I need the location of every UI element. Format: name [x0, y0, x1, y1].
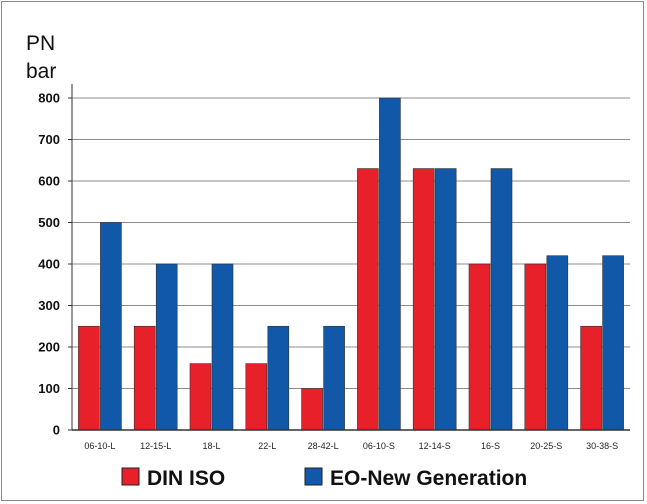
bar-din-iso-06-10-s [357, 168, 379, 431]
bar-din-iso-12-15-l [133, 325, 156, 431]
bar-din-iso-20-25-s [524, 263, 547, 431]
legend: DIN ISO EO-New Generation [121, 467, 527, 490]
x-tick-label-06-10-s: 06-10-S [363, 441, 395, 451]
y-tick-label-300: 300 [38, 298, 60, 313]
bar-din-iso-06-10-l [78, 325, 100, 431]
x-tick-label-12-15-l: 12-15-L [140, 441, 171, 451]
x-tick-label-06-10-l: 06-10-L [84, 441, 115, 451]
x-tick-label-12-14-s: 12-14-S [419, 441, 451, 451]
y-axis-label-line1: PN [26, 32, 55, 55]
y-tick-label-100: 100 [38, 381, 60, 396]
bars [78, 97, 624, 431]
y-tick-label-0: 0 [53, 423, 60, 438]
x-tick-label-28-42-l: 28-42-L [308, 441, 339, 451]
y-tick-label-200: 200 [38, 340, 60, 355]
y-tick-label-800: 800 [38, 91, 60, 106]
x-tick-label-18-l: 18-L [202, 441, 220, 451]
bar-din-iso-16-s [468, 263, 491, 431]
bar-eo-new-generation-22-l [267, 325, 290, 431]
x-tick-label-30-38-s: 30-38-S [586, 441, 618, 451]
bar-din-iso-28-42-l [301, 388, 323, 431]
bar-eo-new-generation-06-10-l [100, 222, 122, 431]
bar-eo-new-generation-28-42-l [323, 325, 345, 431]
bar-eo-new-generation-30-38-s [602, 255, 624, 431]
bar-eo-new-generation-18-l [211, 263, 234, 431]
legend-swatch-eo-new-generation [304, 467, 323, 486]
x-tick-label-22-l: 22-L [258, 441, 276, 451]
bar-eo-new-generation-16-s [490, 168, 513, 431]
bar-eo-new-generation-06-10-s [379, 97, 401, 431]
gridlines [72, 97, 630, 389]
y-tick-label-500: 500 [38, 215, 60, 230]
bar-eo-new-generation-12-15-l [155, 263, 178, 431]
bar-din-iso-22-l [245, 363, 268, 431]
y-tick-label-600: 600 [38, 174, 60, 189]
bar-din-iso-18-l [189, 363, 212, 431]
y-axis-label-line2: bar [26, 60, 56, 83]
x-tick-label-16-s: 16-S [481, 441, 500, 451]
bar-din-iso-30-38-s [580, 325, 602, 431]
legend-label-eo-new-generation: EO-New Generation [330, 467, 527, 490]
x-tick-label-20-25-s: 20-25-S [530, 441, 562, 451]
legend-swatch-din-iso [121, 467, 140, 486]
legend-label-din-iso: DIN ISO [147, 467, 225, 490]
bar-din-iso-12-14-s [412, 168, 435, 431]
y-axis-ticks: 0 100 200 300 400 500 600 700 800 [38, 91, 72, 438]
bar-eo-new-generation-20-25-s [546, 255, 569, 431]
y-tick-label-400: 400 [38, 257, 60, 272]
y-tick-label-700: 700 [38, 132, 60, 147]
bar-eo-new-generation-12-14-s [434, 168, 457, 431]
x-axis-ticks: 06-10-L 12-15-L 18-L 22-L 28-42-L 06-10-S 12-1… [84, 441, 618, 451]
